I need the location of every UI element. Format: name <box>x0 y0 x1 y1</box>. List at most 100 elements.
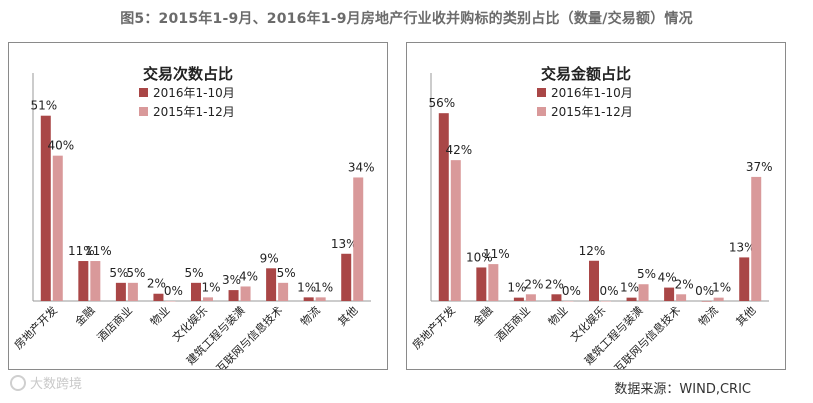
data-label: 5% <box>277 266 296 280</box>
chart-transaction-amount: 交易金额占比 2016年1-10月 2015年1-12月 56% 42% 房地产开发 10%… <box>409 65 773 369</box>
x-tick-label: 物业 <box>147 303 172 328</box>
x-tick-label: 金融 <box>470 303 495 328</box>
bar-2016 <box>701 301 712 302</box>
bar-2015 <box>52 155 63 301</box>
data-label: 11% <box>85 244 112 258</box>
legend-label: 2015年1-12月 <box>551 105 633 119</box>
chart-transaction-count: 交易次数占比 2016年1-10月 2015年1-12月 51% 40% 房地产开发 11%… <box>11 65 375 369</box>
data-label: 40% <box>47 139 74 153</box>
data-label: 0% <box>599 284 618 298</box>
bar-2016 <box>78 261 89 301</box>
bar-2016 <box>476 267 487 301</box>
data-label: 1% <box>712 281 731 295</box>
bar-2015 <box>488 264 499 301</box>
bar-2015 <box>563 301 574 302</box>
data-label: 4% <box>239 269 258 283</box>
chart-panel-transaction-amount: 交易金额占比 2016年1-10月 2015年1-12月 56% 42% 房地产开发 10%… <box>406 42 786 370</box>
bar-2016 <box>40 115 51 301</box>
data-label: 5% <box>109 266 128 280</box>
data-label: 1% <box>314 280 333 294</box>
data-label: 2% <box>147 277 166 291</box>
bar-2016 <box>664 287 675 301</box>
legend-label: 2016年1-10月 <box>551 86 633 100</box>
data-label: 13% <box>729 240 756 254</box>
bar-2015 <box>165 301 176 302</box>
data-label: 0% <box>695 284 714 298</box>
data-label: 0% <box>164 284 183 298</box>
data-label: 51% <box>30 99 57 113</box>
x-tick-label: 房地产开发 <box>409 303 458 352</box>
data-label: 5% <box>126 266 145 280</box>
bar-2015 <box>638 284 649 301</box>
bar-2015 <box>127 282 138 301</box>
figure-title: 图5：2015年1-9月、2016年1-9月房地产行业收并购标的类别占比（数量/… <box>120 11 693 27</box>
x-tick-label: 房地产开发 <box>11 303 60 352</box>
bar-2015 <box>353 177 364 301</box>
x-tick-label: 其他 <box>336 304 361 329</box>
data-label: 0% <box>562 284 581 298</box>
bar-2015 <box>601 301 611 302</box>
bar-2016 <box>191 282 201 301</box>
x-tick-label: 其他 <box>734 304 759 329</box>
bar-2016 <box>266 268 277 301</box>
legend-swatch <box>139 88 148 97</box>
data-label: 3% <box>222 273 241 287</box>
data-label: 5% <box>184 266 203 280</box>
data-label: 12% <box>579 244 606 258</box>
bar-2015 <box>90 261 101 301</box>
bar-2015 <box>203 297 213 301</box>
legend-swatch <box>139 107 148 116</box>
bar-2016 <box>513 297 524 301</box>
bar-2016 <box>551 294 562 301</box>
chart-panel-transaction-count: 交易次数占比 2016年1-10月 2015年1-12月 51% 40% 房地产开发 11%… <box>8 42 388 370</box>
bar-2016 <box>626 297 637 301</box>
watermark-text: 大数跨境 <box>30 377 83 392</box>
data-label: 2% <box>545 277 564 291</box>
data-label: 5% <box>637 267 656 281</box>
watermark: 大数跨境 <box>10 373 82 392</box>
data-label: 37% <box>746 160 773 174</box>
x-tick-label: 金融 <box>72 303 97 328</box>
bar-2016 <box>739 257 750 301</box>
legend-swatch <box>537 107 546 116</box>
bar-2016 <box>153 293 164 301</box>
data-label: 11% <box>68 244 95 258</box>
bar-2015 <box>525 294 536 301</box>
data-source-note: 数据来源：WIND,CRIC <box>614 382 751 397</box>
bar-2015 <box>450 160 461 301</box>
data-label: 42% <box>445 143 472 157</box>
x-tick-label: 酒店商业 <box>94 303 135 344</box>
bar-2016 <box>228 290 239 301</box>
x-tick-label: 酒店商业 <box>492 303 533 344</box>
data-label: 4% <box>658 271 677 285</box>
legend-label: 2015年1-12月 <box>153 105 235 119</box>
data-label: 1% <box>297 280 316 294</box>
data-label: 2% <box>675 277 694 291</box>
x-tick-label: 物流 <box>695 303 720 328</box>
data-label: 2% <box>524 277 543 291</box>
data-label: 34% <box>348 160 375 174</box>
bar-2015 <box>315 297 326 301</box>
chart-title: 交易金额占比 <box>541 65 631 83</box>
bar-2016 <box>589 260 599 301</box>
data-label: 1% <box>507 281 526 295</box>
bar-2015 <box>713 297 724 301</box>
data-label: 1% <box>620 281 639 295</box>
chart-title: 交易次数占比 <box>143 65 233 83</box>
bar-2015 <box>751 176 762 301</box>
bar-2016 <box>438 113 449 301</box>
data-label: 10% <box>466 250 493 264</box>
bar-2015 <box>676 294 687 301</box>
x-tick-label: 物流 <box>297 303 322 328</box>
data-label: 13% <box>331 237 358 251</box>
bar-2015 <box>240 286 251 301</box>
x-tick-label: 物业 <box>545 303 570 328</box>
bar-2016 <box>303 297 314 301</box>
legend-label: 2016年1-10月 <box>153 86 235 100</box>
bar-2016 <box>115 282 126 301</box>
bar-2015 <box>278 282 289 301</box>
data-label: 1% <box>201 280 220 294</box>
data-label: 56% <box>428 96 455 110</box>
bar-2016 <box>341 253 352 301</box>
data-label: 11% <box>483 247 510 261</box>
